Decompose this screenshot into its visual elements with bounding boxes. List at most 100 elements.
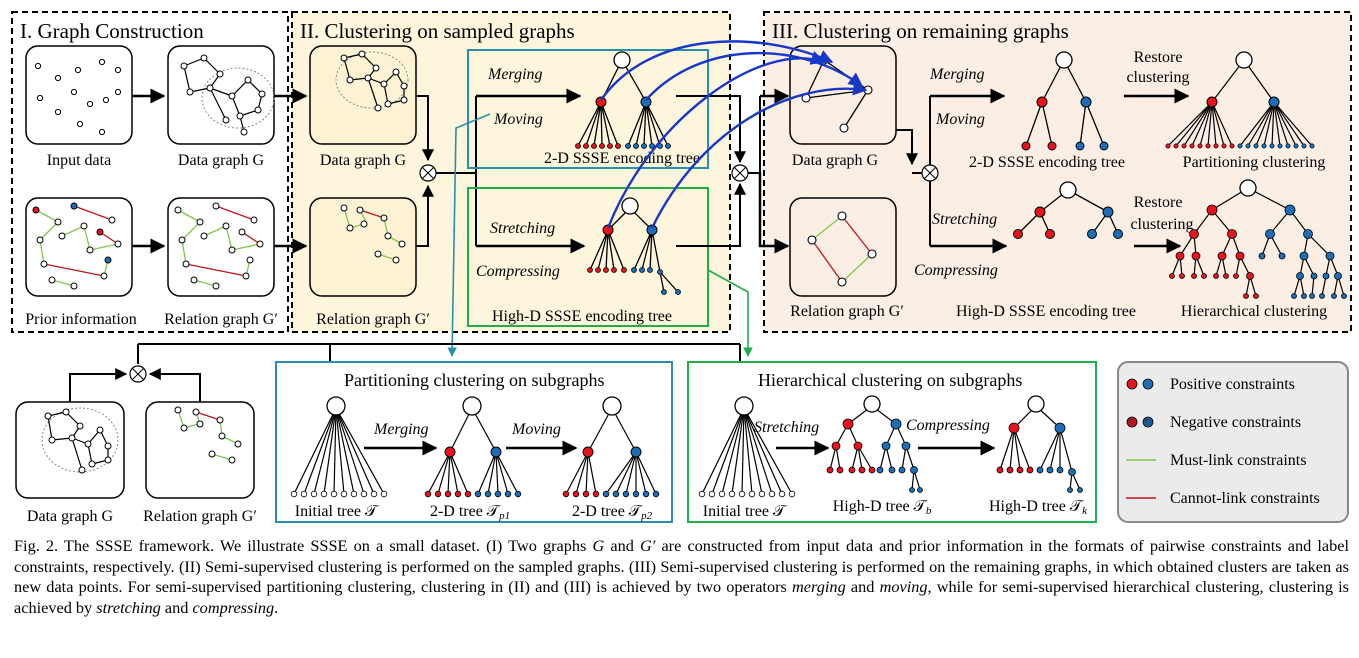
relation-graph-box-sub	[145, 401, 255, 499]
legend-must-label: Must-link constraints	[1170, 452, 1306, 469]
sub-split-line	[137, 343, 741, 382]
treehd-label-iii: High-D SSSE encoding tree	[956, 303, 1136, 320]
framework-diagram: I. Graph Construction II. Clustering on …	[11, 11, 1352, 525]
caption-compressing: compressing	[192, 597, 275, 617]
part-initial-tree	[290, 396, 388, 498]
part-tree-1	[424, 396, 522, 498]
connector-ii-iii-bottom	[676, 182, 746, 247]
stretching-label-iii: Stretching	[932, 211, 997, 228]
caption-text-7: .	[274, 597, 279, 617]
combine-operator-iii	[921, 164, 939, 182]
box-2d-ii	[467, 49, 709, 169]
hier-compressing-label: Compressing	[906, 417, 990, 434]
hier-initial-tree	[698, 396, 796, 498]
combine-operator-ii	[419, 164, 437, 182]
hier-panel	[687, 361, 1097, 523]
hier-stretching-label: Stretching	[754, 419, 819, 436]
data-graph-1	[180, 54, 275, 136]
merging-label-ii: Merging	[487, 66, 543, 83]
part-tree2-sub: p2	[640, 510, 653, 522]
figure-caption: Fig. 2. The SSSE framework. We illustrat…	[14, 536, 1349, 618]
relation-graph-label-1: Relation graph G′	[164, 311, 278, 328]
relation-graph-3	[807, 211, 877, 287]
data-graph-2	[335, 50, 409, 112]
moving-label-ii: Moving	[493, 111, 543, 128]
legend-negative-symbol	[1126, 416, 1154, 428]
input-points	[34, 58, 122, 136]
relation-graph-2	[340, 204, 406, 264]
caption-text-2: and	[604, 536, 641, 555]
teal-connector	[447, 113, 491, 357]
hier-tree1-main: High-D tree 𝒯	[833, 498, 929, 515]
tree-hier-iii	[1169, 179, 1347, 299]
data-graph-sub	[41, 407, 119, 474]
partition-label-iii: Partitioning clustering	[1183, 154, 1326, 171]
mapping-arrows	[600, 40, 868, 229]
caption-stretching: stretching	[96, 597, 161, 617]
split-to-iii	[748, 96, 761, 174]
sub-connector-right	[148, 368, 201, 402]
box-hd-ii	[467, 187, 709, 327]
hier-label-iii: Hierarchical clustering	[1181, 303, 1327, 320]
tree-hd-iii	[1013, 181, 1123, 239]
tree-2d-ii	[575, 51, 671, 149]
combine-operator-sub	[129, 365, 147, 383]
tree-2d-iii	[1021, 51, 1109, 151]
green-connector	[707, 269, 753, 357]
part-tree2-label: 2-D tree 𝒯p2	[572, 503, 653, 522]
relation-graph-label-3: Relation graph G′	[790, 303, 904, 320]
data-graph-label-3: Data graph G	[792, 152, 879, 169]
caption-text-6: and	[160, 597, 193, 617]
data-graph-label-1: Data graph G	[178, 152, 265, 169]
connector-ii-iii-top	[676, 95, 746, 164]
hier-tree1-sub: b	[926, 505, 932, 517]
input-data-label: Input data	[47, 152, 111, 169]
caption-text-5: , while for semi-supervised hierarchical…	[14, 577, 1349, 617]
section3-title: III. Clustering on remaining graphs	[772, 19, 1069, 43]
hier-tree2-sub: k	[1082, 505, 1088, 517]
caption-text-4: and	[845, 577, 880, 596]
hier-initial-label: Initial tree 𝒯	[703, 503, 788, 520]
relation-graph-box-2	[309, 197, 417, 297]
restore-label-2a: Restore	[1134, 194, 1183, 211]
relation-graph-box-3	[789, 197, 897, 297]
arrow-to-iii-bottom	[758, 173, 790, 254]
legend-positive-symbol	[1126, 378, 1154, 390]
connector-ii-top	[416, 95, 434, 162]
combine-operator-ii-iii	[731, 164, 749, 182]
sub-connector-left	[69, 368, 128, 402]
restore-label-1b: clustering	[1126, 69, 1189, 86]
caption-text-1: Fig. 2. The SSSE framework. We illustrat…	[14, 536, 593, 555]
caption-moving: moving	[879, 577, 928, 596]
legend-positive-label: Positive constraints	[1170, 376, 1295, 393]
relation-graph-label-sub: Relation graph G′	[143, 508, 257, 525]
caption-text-3: are constructed from input data and prio…	[14, 536, 1349, 596]
input-data-box	[25, 45, 133, 145]
data-graph-box-2	[309, 45, 417, 145]
relation-graph-label-2: Relation graph G′	[316, 311, 430, 328]
hier-tree2-label: High-D tree 𝒯k	[989, 498, 1088, 517]
caption-merging: merging	[792, 577, 846, 596]
legend-cannot-label: Cannot-link constraints	[1170, 490, 1320, 507]
hier-tree1-label: High-D tree 𝒯b	[833, 498, 932, 517]
hier-title: Hierarchical clustering on subgraphs	[758, 370, 1022, 390]
legend-box	[1117, 361, 1349, 523]
data-graph-label-2: Data graph G	[320, 152, 407, 169]
hier-tree2-main: High-D tree 𝒯	[989, 498, 1085, 515]
connector-iii-top	[896, 129, 918, 166]
compressing-label-iii: Compressing	[914, 262, 998, 279]
prior-info-label: Prior information	[25, 311, 137, 328]
legend-negative-label: Negative constraints	[1170, 414, 1301, 431]
data-graph-box-sub	[15, 401, 125, 499]
relation-graph-1	[174, 202, 264, 290]
moving-label-iii: Moving	[935, 111, 985, 128]
tree-partition-iii	[1165, 51, 1315, 149]
merging-label-iii: Merging	[929, 66, 985, 83]
part-tree-2	[562, 396, 660, 498]
compressing-label-ii: Compressing	[476, 263, 560, 280]
relation-graph-sub	[174, 406, 242, 464]
part-merging-label: Merging	[373, 421, 429, 438]
tree2d-label-iii: 2-D SSSE encoding tree	[969, 154, 1125, 171]
part-tree2-main: 2-D tree 𝒯	[572, 503, 644, 520]
restore-label-1a: Restore	[1134, 49, 1183, 66]
